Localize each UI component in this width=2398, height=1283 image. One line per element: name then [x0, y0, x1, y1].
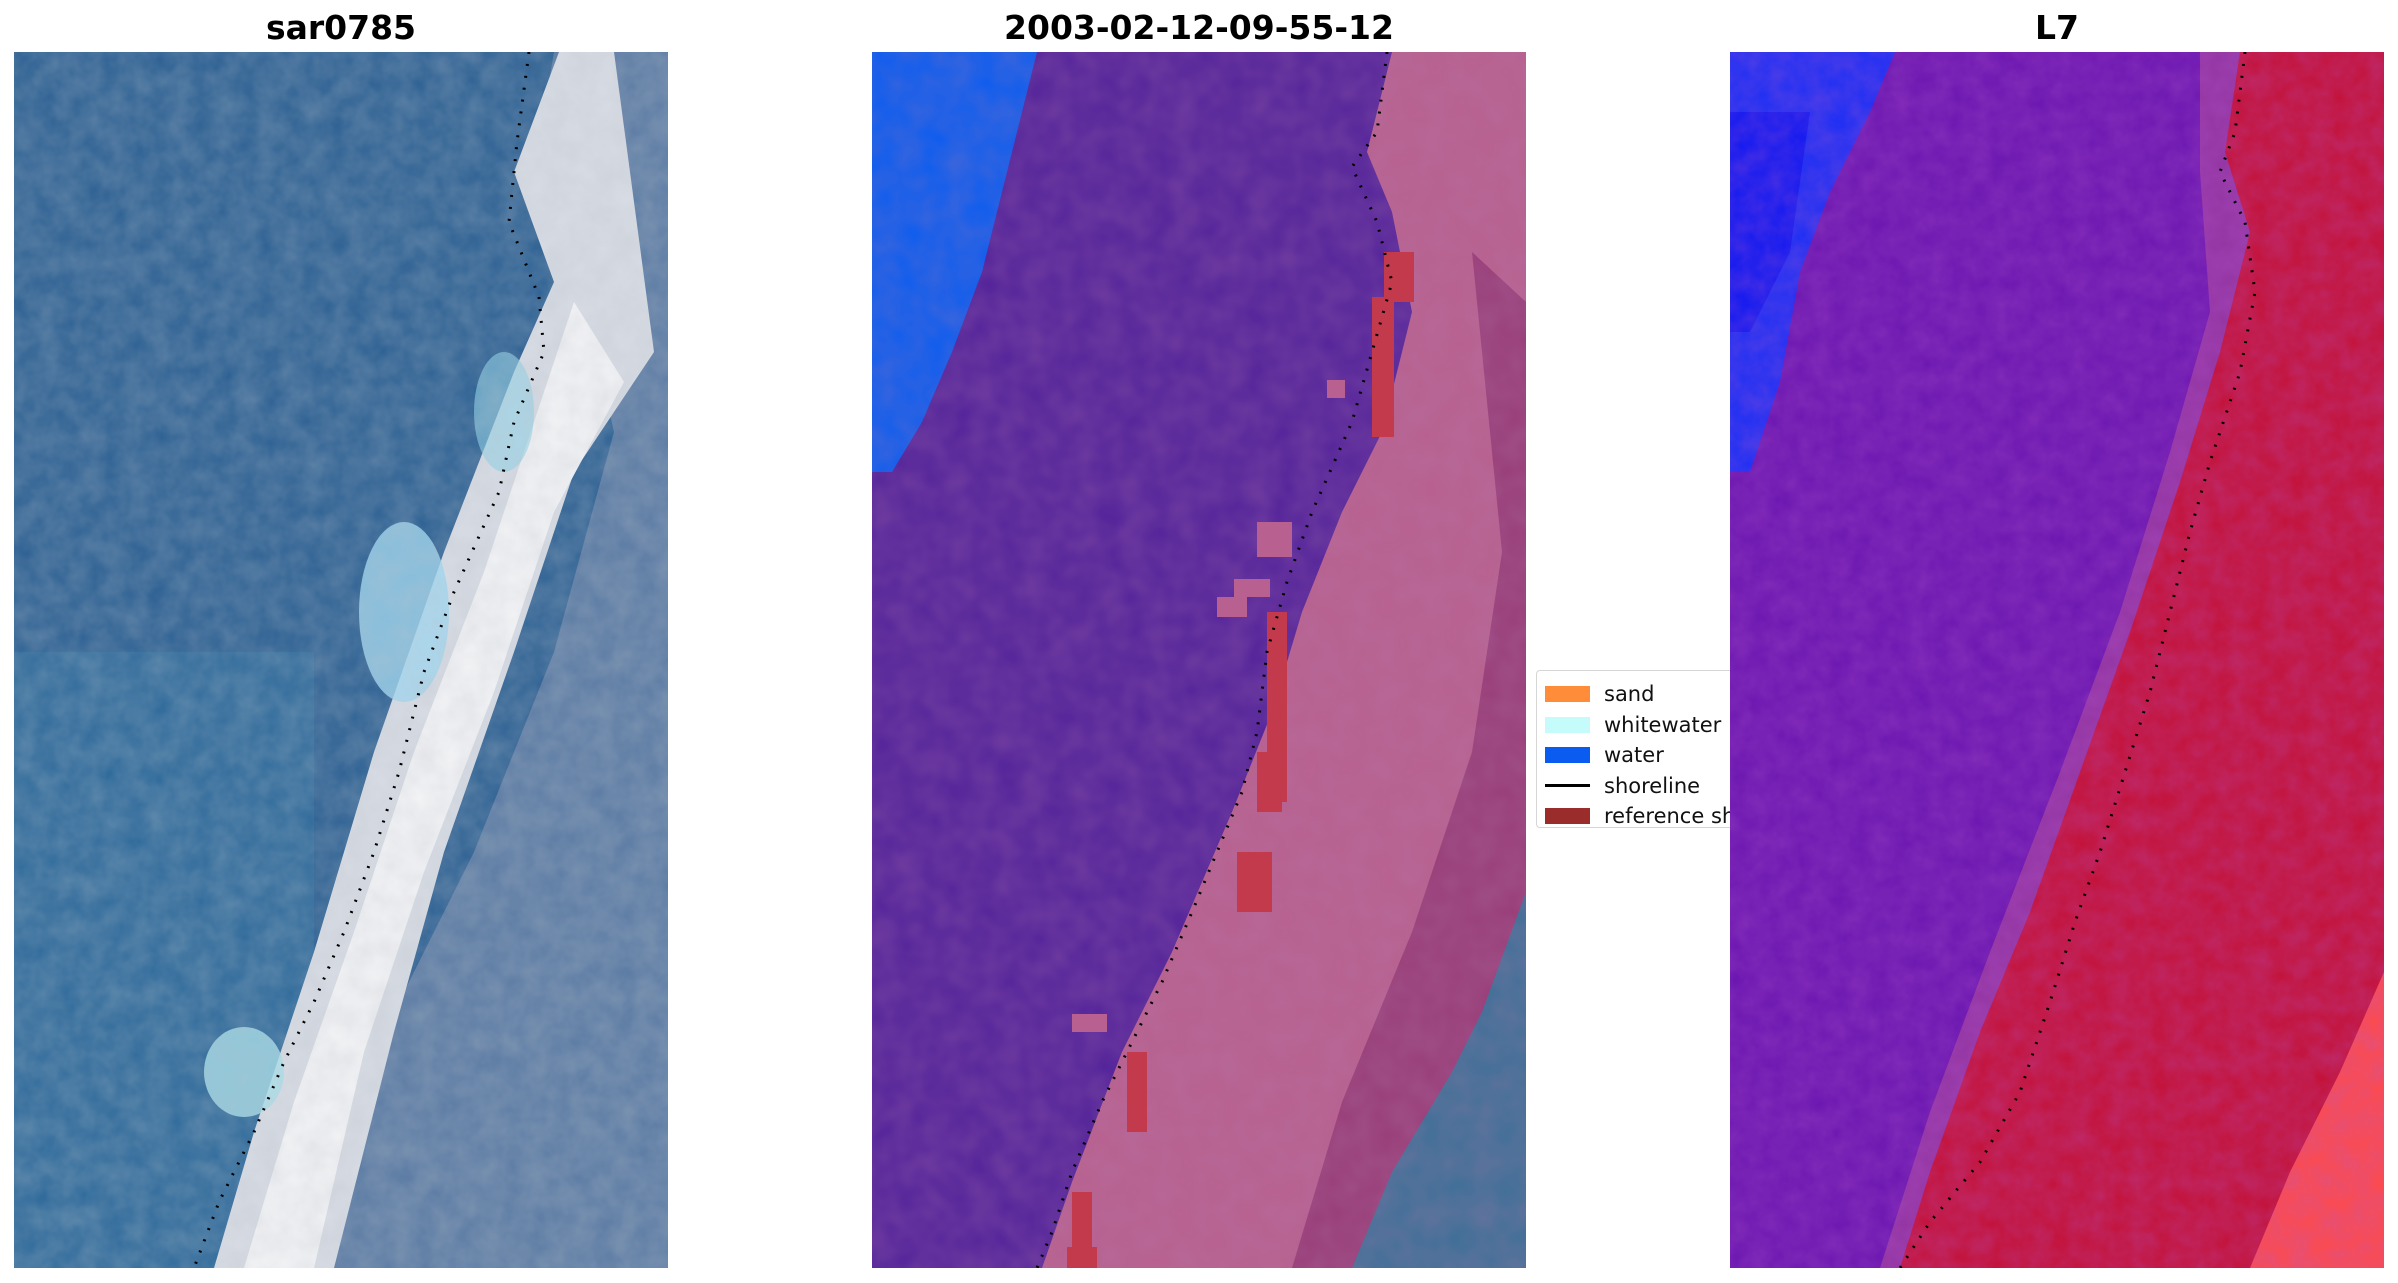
legend-item-reference-shoreline: reference sh [1537, 801, 1736, 828]
legend-label: sand [1604, 682, 1655, 707]
legend-item-whitewater: whitewater [1537, 710, 1736, 741]
legend-item-shoreline: shoreline [1537, 771, 1736, 802]
legend-label: water [1604, 743, 1664, 768]
rgb-image [14, 52, 668, 1268]
index-image [1730, 52, 2384, 1268]
water-swatch-icon [1545, 747, 1590, 764]
index-image-panel [1730, 52, 2384, 1268]
whitewater-swatch-icon [1545, 716, 1590, 733]
reference-swatch-icon [1545, 808, 1590, 825]
legend: sand whitewater water shoreline referenc… [1536, 670, 1736, 828]
legend-label: reference sh [1604, 804, 1736, 828]
panel-title-index: L7 [2035, 8, 2079, 47]
legend-item-water: water [1537, 740, 1736, 771]
legend-label: whitewater [1604, 712, 1722, 737]
rgb-image-panel [14, 52, 668, 1268]
sand-swatch-icon [1545, 686, 1590, 703]
panel-title-classified: 2003-02-12-09-55-12 [1004, 8, 1394, 47]
classified-image-panel [872, 52, 1526, 1268]
panel-title-rgb: sar0785 [265, 8, 417, 47]
legend-item-sand: sand [1537, 679, 1736, 710]
classified-image [872, 52, 1526, 1268]
shoreline-index [1898, 52, 2257, 1268]
shoreline-line-icon [1545, 784, 1590, 788]
legend-label: shoreline [1604, 773, 1701, 798]
